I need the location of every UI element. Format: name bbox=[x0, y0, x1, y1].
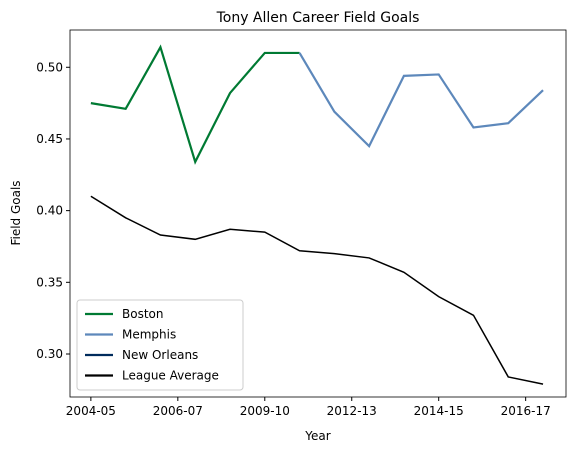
x-tick-label: 2014-15 bbox=[414, 404, 464, 418]
plot-frame bbox=[69, 29, 567, 398]
y-tick-label: 0.50 bbox=[36, 60, 63, 74]
x-axis-label: Year bbox=[304, 429, 330, 443]
legend-box bbox=[76, 299, 244, 391]
legend-label: Memphis bbox=[122, 328, 176, 342]
y-tick-label: 0.45 bbox=[36, 132, 63, 146]
x-tick-label: 2016-17 bbox=[501, 404, 551, 418]
legend-label: Boston bbox=[122, 307, 163, 321]
y-tick-label: 0.30 bbox=[36, 347, 63, 361]
x-tick-label: 2006-07 bbox=[153, 404, 203, 418]
legend-label: New Orleans bbox=[122, 348, 198, 362]
x-tick-label: 2009-10 bbox=[240, 404, 290, 418]
series-line bbox=[90, 195, 544, 385]
y-tick-label: 0.35 bbox=[36, 275, 63, 289]
y-tick-label: 0.40 bbox=[36, 204, 63, 218]
series-line bbox=[298, 52, 544, 148]
y-axis-label: Field Goals bbox=[9, 180, 23, 245]
x-tick-label: 2004-05 bbox=[66, 404, 116, 418]
series-line bbox=[90, 44, 300, 165]
chart-title: Tony Allen Career Field Goals bbox=[216, 10, 420, 26]
legend-label: League Average bbox=[122, 369, 219, 383]
x-tick-label: 2012-13 bbox=[327, 404, 377, 418]
